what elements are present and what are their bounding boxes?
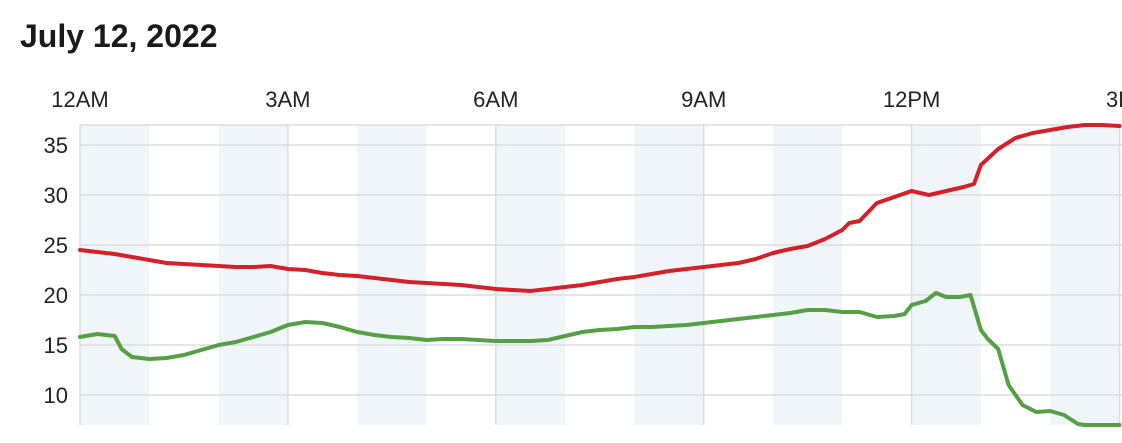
y-axis-ticks: 10 15 20 25 30 35: [44, 133, 68, 408]
x-axis-ticks: 12AM 3AM 6AM 9AM 12PM 3P: [51, 87, 1122, 112]
x-tick-label-15: 3P: [1106, 87, 1122, 112]
shaded-band-6: [911, 125, 981, 425]
y-tick-label-20: 20: [44, 283, 68, 308]
series-lines: [78, 123, 1122, 427]
x-tick-label-12: 12PM: [883, 87, 940, 112]
x-tick-label-9: 9AM: [681, 87, 726, 112]
x-tick-label-6: 6AM: [473, 87, 518, 112]
series-line-0: [78, 123, 1122, 293]
time-bands: [80, 125, 1120, 425]
y-tick-label-15: 15: [44, 333, 68, 358]
x-tick-label-3: 3AM: [265, 87, 310, 112]
x-tick-label-0: 12AM: [51, 87, 108, 112]
shaded-band-7: [1050, 125, 1120, 425]
shaded-band-3: [495, 125, 566, 425]
series-line-1: [78, 291, 1122, 427]
grid-lines: [79, 124, 1122, 425]
y-tick-label-10: 10: [44, 383, 68, 408]
page-title: July 12, 2022: [20, 18, 218, 54]
y-tick-label-35: 35: [44, 133, 68, 158]
shaded-band-5: [773, 125, 843, 425]
shaded-band-0: [80, 125, 150, 425]
y-tick-label-30: 30: [44, 183, 68, 208]
shaded-band-1: [218, 125, 288, 425]
shaded-band-2: [357, 125, 427, 425]
y-tick-label-25: 25: [44, 233, 68, 258]
